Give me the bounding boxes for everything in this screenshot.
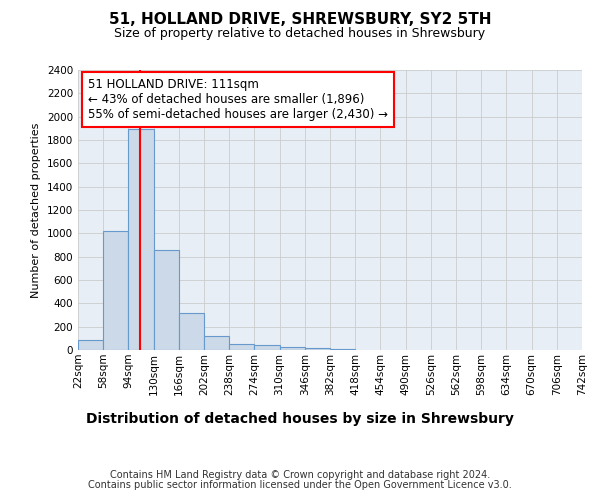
- Bar: [280, 346, 305, 350]
- Bar: [254, 345, 280, 350]
- Bar: [154, 250, 179, 350]
- Bar: [305, 348, 330, 350]
- Text: 51, HOLLAND DRIVE, SHREWSBURY, SY2 5TH: 51, HOLLAND DRIVE, SHREWSBURY, SY2 5TH: [109, 12, 491, 28]
- Bar: [179, 312, 204, 350]
- Bar: [330, 349, 355, 350]
- Bar: [103, 231, 128, 350]
- Bar: [78, 340, 103, 350]
- Bar: [229, 344, 254, 350]
- Bar: [128, 130, 154, 350]
- Text: 51 HOLLAND DRIVE: 111sqm
← 43% of detached houses are smaller (1,896)
55% of sem: 51 HOLLAND DRIVE: 111sqm ← 43% of detach…: [88, 78, 388, 122]
- Text: Distribution of detached houses by size in Shrewsbury: Distribution of detached houses by size …: [86, 412, 514, 426]
- Text: Contains HM Land Registry data © Crown copyright and database right 2024.: Contains HM Land Registry data © Crown c…: [110, 470, 490, 480]
- Bar: [204, 336, 229, 350]
- Y-axis label: Number of detached properties: Number of detached properties: [31, 122, 41, 298]
- Text: Contains public sector information licensed under the Open Government Licence v3: Contains public sector information licen…: [88, 480, 512, 490]
- Text: Size of property relative to detached houses in Shrewsbury: Size of property relative to detached ho…: [115, 28, 485, 40]
